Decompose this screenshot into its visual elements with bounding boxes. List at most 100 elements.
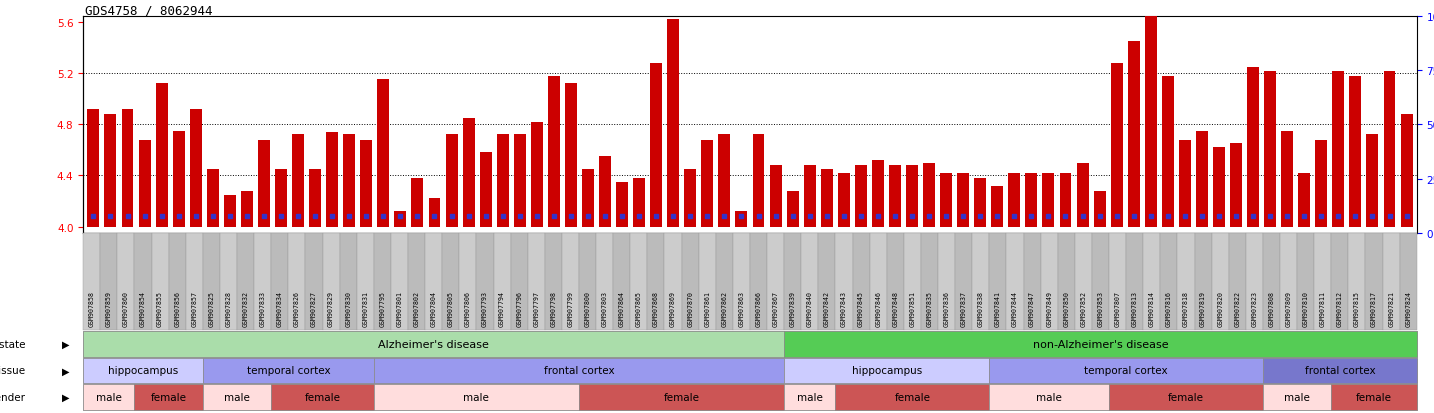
Bar xyxy=(343,135,356,227)
Text: GSM907847: GSM907847 xyxy=(1030,290,1035,326)
Bar xyxy=(310,170,321,227)
Text: GSM907821: GSM907821 xyxy=(1388,290,1394,326)
Bar xyxy=(1043,173,1054,227)
Bar xyxy=(855,166,866,227)
Text: GSM907811: GSM907811 xyxy=(1319,290,1326,326)
Text: GSM907864: GSM907864 xyxy=(618,290,625,326)
Bar xyxy=(565,84,576,227)
Bar xyxy=(1384,71,1395,227)
Text: disease state: disease state xyxy=(0,339,26,349)
Text: Alzheimer's disease: Alzheimer's disease xyxy=(379,339,489,349)
Text: GSM907826: GSM907826 xyxy=(294,290,300,326)
Bar xyxy=(360,140,373,227)
Text: GSM907854: GSM907854 xyxy=(141,290,146,326)
Bar xyxy=(412,178,423,227)
Bar xyxy=(906,166,918,227)
Bar xyxy=(394,211,406,227)
Text: GSM907833: GSM907833 xyxy=(260,290,265,326)
Bar xyxy=(377,80,389,227)
Bar xyxy=(956,173,969,227)
Text: male: male xyxy=(1037,392,1063,402)
Bar xyxy=(87,109,99,227)
Bar xyxy=(1349,76,1361,227)
Text: GSM907800: GSM907800 xyxy=(585,290,591,326)
Bar xyxy=(1265,71,1276,227)
Text: GSM907860: GSM907860 xyxy=(123,290,129,326)
Text: female: female xyxy=(664,392,700,402)
Text: GSM907795: GSM907795 xyxy=(380,290,386,326)
Bar xyxy=(974,178,987,227)
Bar xyxy=(736,211,747,227)
Text: temporal cortex: temporal cortex xyxy=(1084,366,1167,375)
Bar xyxy=(548,76,559,227)
Text: GSM907844: GSM907844 xyxy=(1012,290,1018,326)
Text: GSM907838: GSM907838 xyxy=(978,290,984,326)
Bar xyxy=(1367,135,1378,227)
Bar xyxy=(941,173,952,227)
Text: GSM907853: GSM907853 xyxy=(1097,290,1104,326)
Bar xyxy=(1230,144,1242,227)
Bar xyxy=(1111,64,1123,227)
Bar xyxy=(1094,191,1106,227)
Text: male: male xyxy=(224,392,250,402)
Text: GSM907825: GSM907825 xyxy=(208,290,215,326)
Bar xyxy=(889,166,901,227)
Text: GSM907840: GSM907840 xyxy=(807,290,813,326)
Text: frontal cortex: frontal cortex xyxy=(543,366,614,375)
Text: GSM907863: GSM907863 xyxy=(739,290,744,326)
Text: GSM907848: GSM907848 xyxy=(892,290,898,326)
Text: GSM907810: GSM907810 xyxy=(1302,290,1309,326)
Text: GSM907828: GSM907828 xyxy=(225,290,231,326)
Bar xyxy=(496,135,509,227)
Text: hippocampus: hippocampus xyxy=(852,366,922,375)
Text: GSM907796: GSM907796 xyxy=(516,290,522,326)
Text: GSM907867: GSM907867 xyxy=(773,290,779,326)
Text: GSM907820: GSM907820 xyxy=(1217,290,1223,326)
Text: tissue: tissue xyxy=(0,366,26,375)
Text: GSM907868: GSM907868 xyxy=(652,290,660,326)
Text: GSM907809: GSM907809 xyxy=(1285,290,1292,326)
Text: GSM907835: GSM907835 xyxy=(926,290,932,326)
Bar xyxy=(1298,173,1311,227)
Text: GSM907824: GSM907824 xyxy=(1405,290,1411,326)
Bar xyxy=(582,170,594,227)
Bar xyxy=(1401,115,1412,227)
Bar xyxy=(258,140,270,227)
Text: GSM907843: GSM907843 xyxy=(840,290,847,326)
Text: ▶: ▶ xyxy=(62,366,70,375)
Bar xyxy=(224,195,235,227)
Bar xyxy=(837,173,850,227)
Text: male: male xyxy=(96,392,122,402)
Text: GSM907861: GSM907861 xyxy=(704,290,710,326)
Text: GSM907839: GSM907839 xyxy=(790,290,796,326)
Bar xyxy=(820,170,833,227)
Text: male: male xyxy=(463,392,489,402)
Text: GSM907804: GSM907804 xyxy=(430,290,437,326)
Bar xyxy=(787,191,799,227)
Bar xyxy=(753,135,764,227)
Text: GSM907856: GSM907856 xyxy=(174,290,181,326)
Text: GSM907819: GSM907819 xyxy=(1200,290,1206,326)
Text: GSM907862: GSM907862 xyxy=(721,290,727,326)
Text: GSM907805: GSM907805 xyxy=(447,290,453,326)
Text: frontal cortex: frontal cortex xyxy=(1305,366,1375,375)
Bar xyxy=(1179,140,1190,227)
Bar xyxy=(1162,76,1174,227)
Text: hippocampus: hippocampus xyxy=(108,366,178,375)
Text: GSM907869: GSM907869 xyxy=(670,290,675,326)
Bar xyxy=(617,182,628,227)
Text: GSM907814: GSM907814 xyxy=(1149,290,1154,326)
Bar xyxy=(105,115,116,227)
Text: GSM907813: GSM907813 xyxy=(1131,290,1137,326)
Text: GSM907846: GSM907846 xyxy=(875,290,882,326)
Bar xyxy=(667,20,680,227)
Bar xyxy=(241,191,252,227)
Text: gender: gender xyxy=(0,392,26,402)
Text: GSM907799: GSM907799 xyxy=(568,290,574,326)
Bar xyxy=(1248,68,1259,227)
Bar xyxy=(1025,173,1037,227)
Bar xyxy=(923,163,935,227)
Text: GSM907858: GSM907858 xyxy=(89,290,95,326)
Text: male: male xyxy=(1285,392,1311,402)
Text: female: female xyxy=(1167,392,1205,402)
